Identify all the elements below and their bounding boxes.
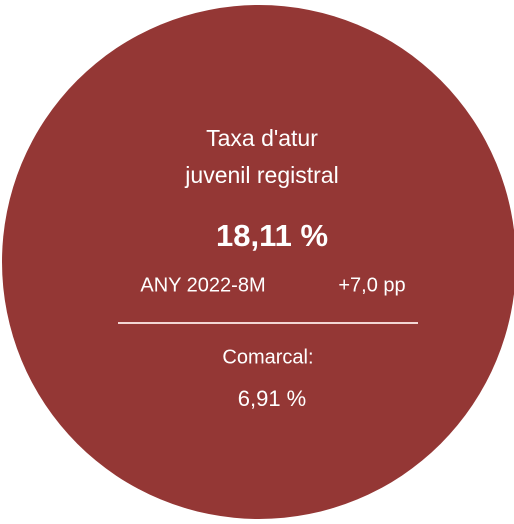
change: +7,0 pp <box>338 274 405 296</box>
title-line: juvenil registral <box>184 162 338 188</box>
title-line: Taxa d'atur <box>206 125 318 151</box>
background-circle <box>2 5 514 519</box>
main-value: 18,11 % <box>216 218 328 253</box>
comparison-label: Comarcal: <box>222 346 313 368</box>
period: ANY 2022-8M <box>140 274 265 296</box>
comparison-value: 6,91 % <box>238 386 307 411</box>
